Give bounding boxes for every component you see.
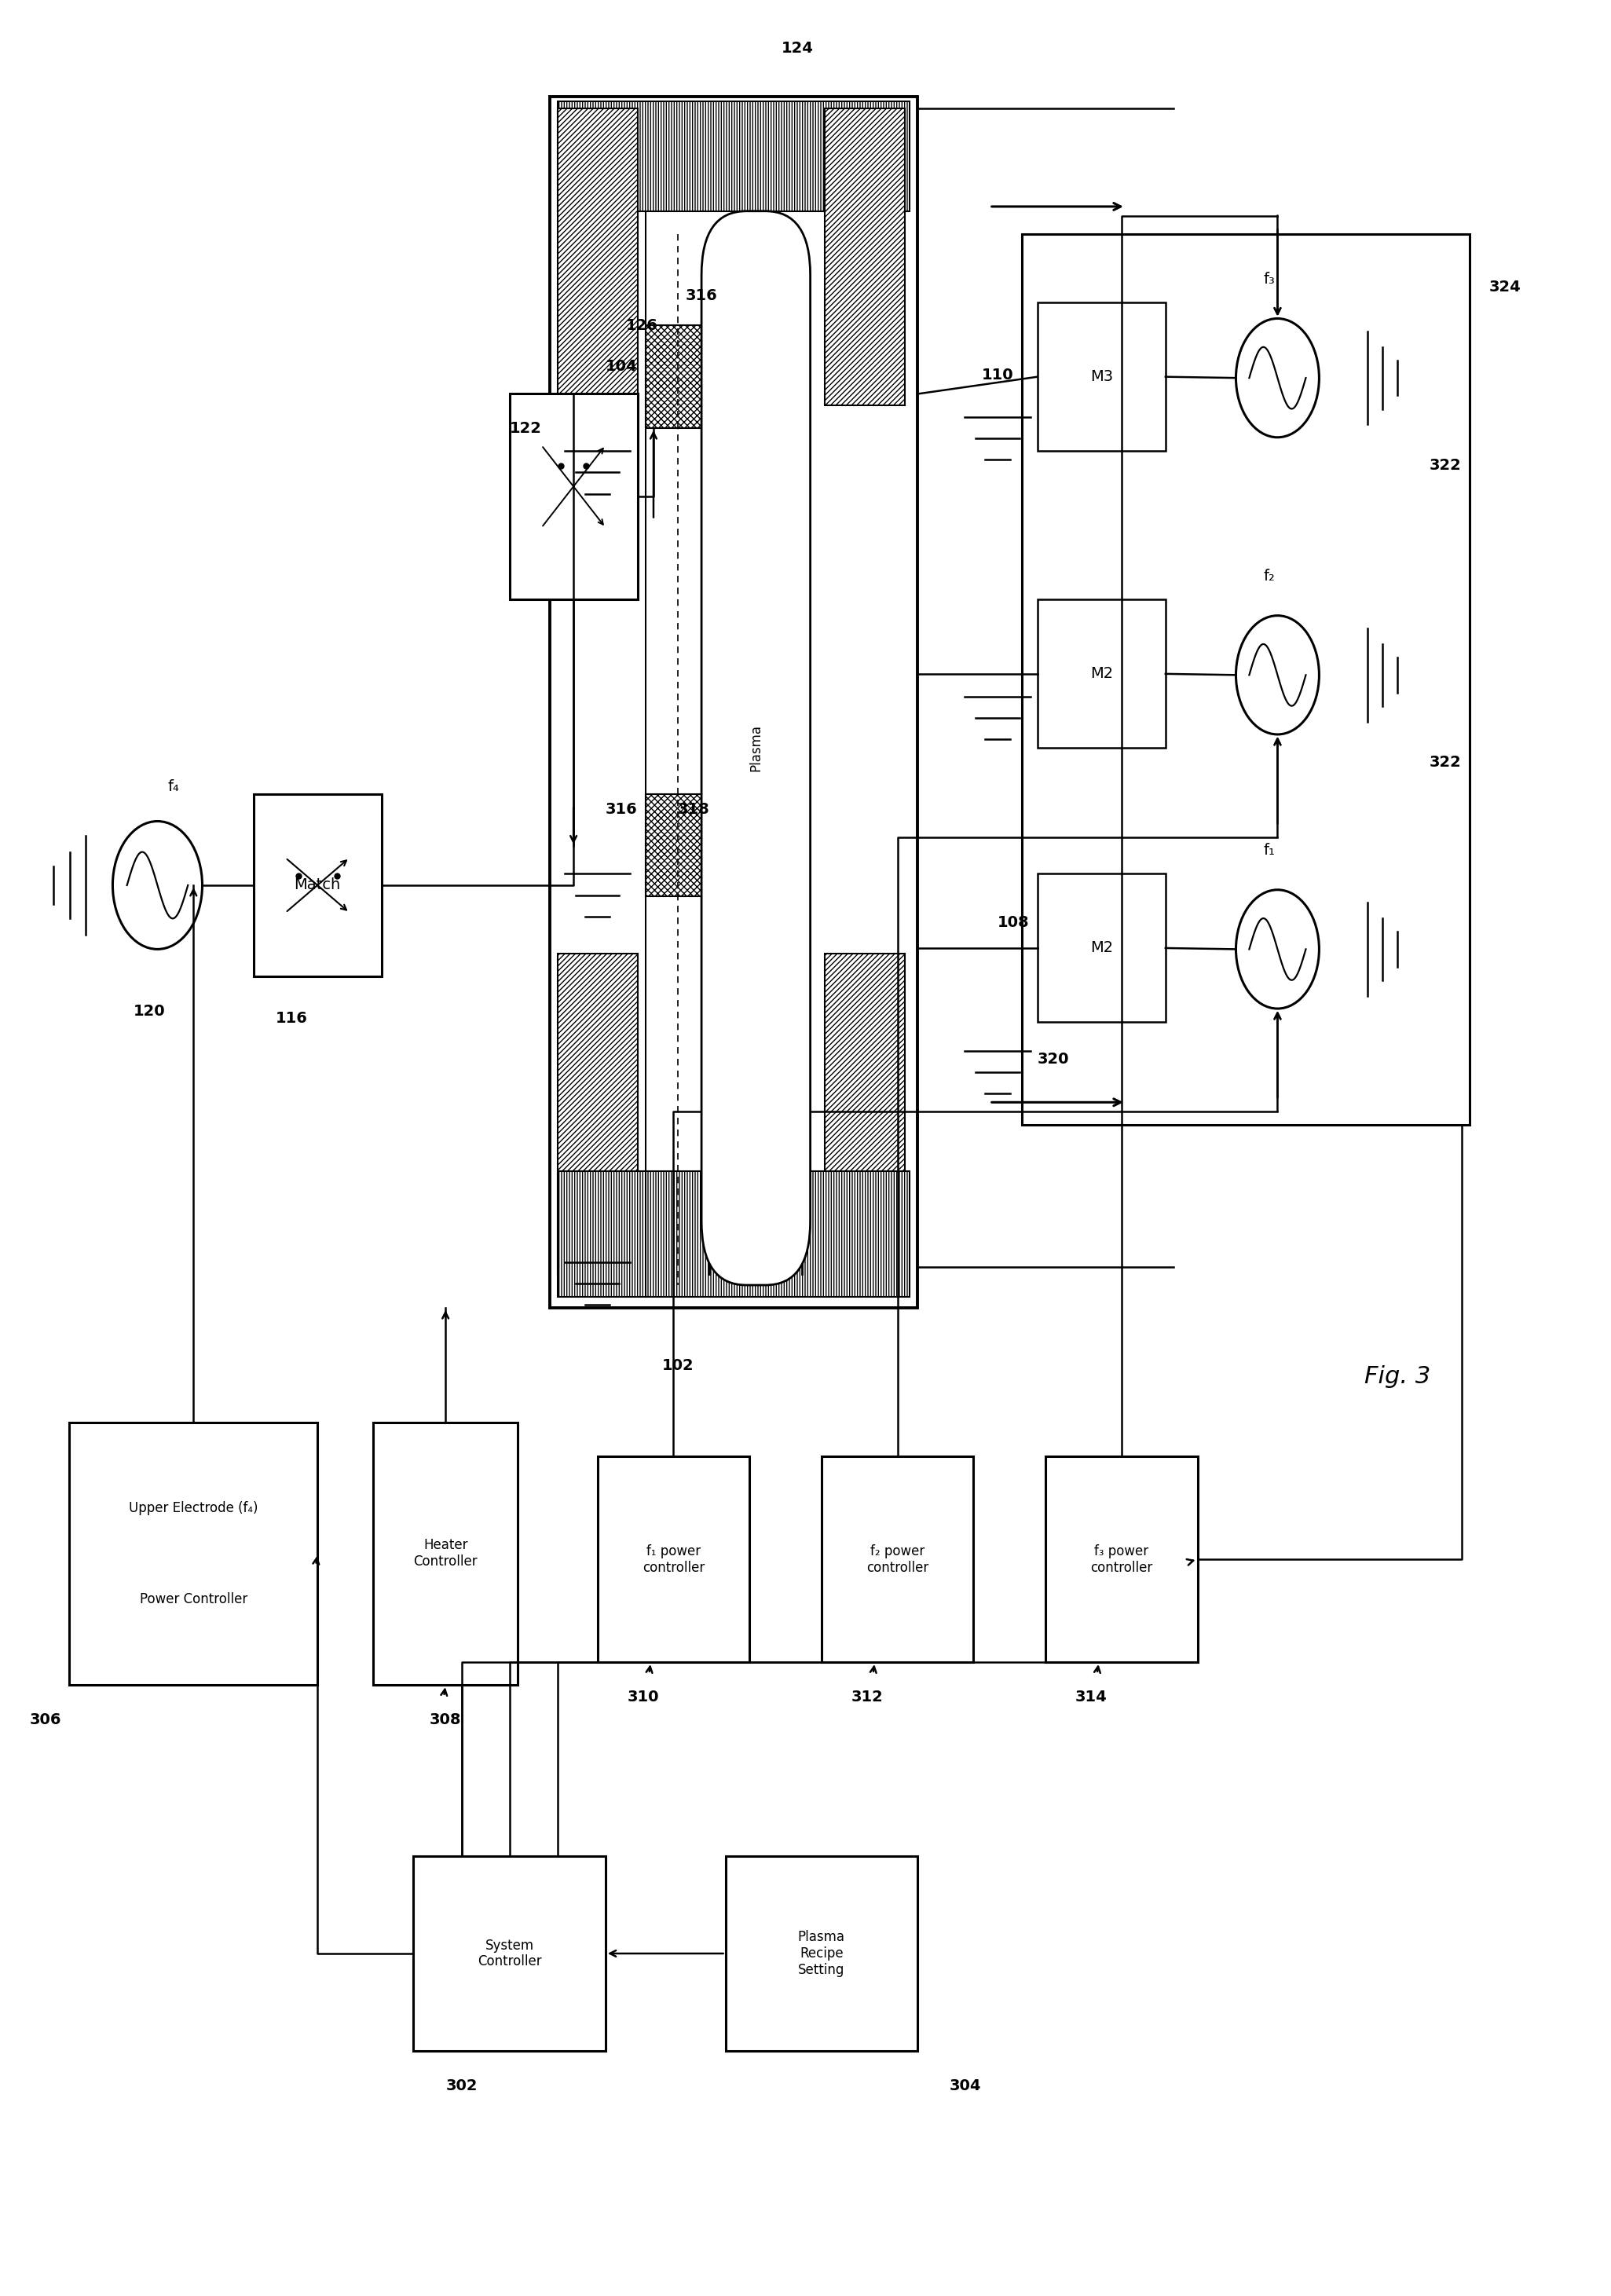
Bar <box>557 101 910 211</box>
Bar <box>1021 234 1469 1125</box>
Bar <box>725 1857 918 2050</box>
Bar <box>598 1456 749 1662</box>
Text: 104: 104 <box>606 358 638 374</box>
Text: 316: 316 <box>606 801 638 817</box>
Text: 322: 322 <box>1429 755 1461 769</box>
Text: f₄: f₄ <box>168 778 179 794</box>
Text: 122: 122 <box>509 420 541 436</box>
Bar <box>509 395 638 599</box>
Text: Power Controller: Power Controller <box>140 1591 248 1607</box>
Bar <box>1037 303 1165 450</box>
Text: 308: 308 <box>430 1713 461 1727</box>
Text: 124: 124 <box>781 41 814 55</box>
Text: 102: 102 <box>662 1359 694 1373</box>
Bar <box>825 108 905 406</box>
Text: 314: 314 <box>1075 1690 1107 1704</box>
Bar <box>1037 599 1165 748</box>
Text: Plasma
Recipe
Setting: Plasma Recipe Setting <box>797 1931 846 1977</box>
FancyBboxPatch shape <box>701 211 810 1286</box>
Bar <box>69 1421 317 1685</box>
Bar <box>1046 1456 1197 1662</box>
Bar <box>646 794 706 898</box>
Text: 108: 108 <box>997 914 1029 930</box>
Bar <box>1037 875 1165 1022</box>
Text: f₁ power
controller: f₁ power controller <box>643 1545 704 1575</box>
Bar <box>557 108 638 406</box>
Bar <box>253 794 382 976</box>
Text: Match: Match <box>295 877 342 893</box>
Text: 320: 320 <box>1037 1052 1070 1068</box>
Text: 126: 126 <box>627 317 659 333</box>
Text: 322: 322 <box>1429 457 1461 473</box>
Bar <box>822 1456 973 1662</box>
Text: f₂ power
controller: f₂ power controller <box>867 1545 928 1575</box>
Text: 318: 318 <box>678 801 709 817</box>
Text: 116: 116 <box>275 1010 308 1026</box>
Text: Upper Electrode (f₄): Upper Electrode (f₄) <box>129 1502 258 1515</box>
Text: f₃ power
controller: f₃ power controller <box>1091 1545 1152 1575</box>
Text: f₂: f₂ <box>1263 569 1276 583</box>
Text: M3: M3 <box>1091 370 1113 383</box>
Text: 324: 324 <box>1489 280 1521 294</box>
Text: M2: M2 <box>1091 941 1113 955</box>
Text: 306: 306 <box>29 1713 61 1727</box>
Text: 312: 312 <box>851 1690 883 1704</box>
Bar <box>825 953 905 1274</box>
Text: 304: 304 <box>949 2078 981 2094</box>
Text: 316: 316 <box>686 289 717 303</box>
Bar <box>549 96 918 1309</box>
Bar <box>557 953 638 1274</box>
Text: M2: M2 <box>1091 666 1113 682</box>
Text: Plasma: Plasma <box>749 726 764 771</box>
Text: 110: 110 <box>981 367 1013 383</box>
Bar <box>414 1857 606 2050</box>
Bar <box>557 1171 910 1297</box>
Text: 302: 302 <box>446 2078 477 2094</box>
Bar <box>374 1421 517 1685</box>
Text: 120: 120 <box>134 1003 166 1019</box>
Text: f₃: f₃ <box>1263 271 1276 287</box>
Text: 310: 310 <box>627 1690 659 1704</box>
Text: f₁: f₁ <box>1263 843 1276 859</box>
Text: System
Controller: System Controller <box>477 1938 541 1968</box>
Text: Heater
Controller: Heater Controller <box>414 1538 477 1568</box>
Bar <box>646 326 706 427</box>
Text: Fig. 3: Fig. 3 <box>1365 1366 1431 1387</box>
